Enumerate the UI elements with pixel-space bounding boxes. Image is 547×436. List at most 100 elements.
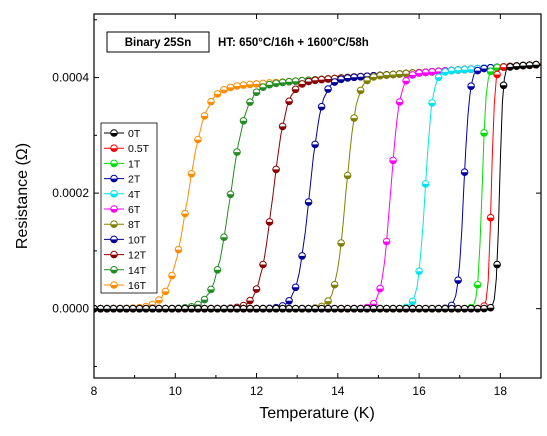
series-1t	[94, 60, 541, 313]
series-point-fill-0t	[441, 308, 449, 313]
legend-item-0t: 0T	[104, 128, 141, 140]
legend-label: 16T	[128, 280, 147, 292]
series-point-fill-12t	[246, 300, 254, 304]
annotation-heat-treatment: HT: 650°C/16h + 1600°C/58h	[218, 37, 369, 49]
series-point-fill-0t	[266, 308, 273, 312]
legend-item-12t: 12T	[104, 250, 147, 262]
series-line-0.5t	[94, 62, 541, 311]
series-2t	[94, 60, 541, 313]
series-point-fill-0t	[285, 308, 293, 313]
series-0t	[94, 60, 541, 313]
ticks-layer: 8 10 12 14 16 18 0.0000 0.0002 0.0004	[52, 14, 542, 398]
series-point-fill-8t	[357, 90, 364, 94]
series-point-fill-8t	[344, 175, 351, 179]
series-point-fill-0t	[103, 308, 111, 312]
series-point-fill-0t	[350, 308, 358, 313]
y-tick-label: 0.0002	[52, 186, 89, 200]
series-point-fill-0t	[292, 308, 299, 313]
series-point-fill-2t	[461, 172, 468, 176]
legend-item-2t: 2T	[104, 174, 141, 186]
series-4t	[94, 60, 541, 313]
series-point-fill-0t	[162, 308, 169, 313]
series-point-fill-0t	[324, 308, 332, 313]
series-point-fill-10t	[292, 287, 299, 291]
series-point-fill-8t	[324, 301, 332, 305]
series-point-fill-0t	[376, 308, 384, 313]
series-point-fill-0.5t	[493, 74, 501, 78]
series-point-fill-14t	[220, 237, 228, 241]
series-point-fill-0t	[188, 308, 195, 313]
series-point-fill-10t	[331, 82, 338, 86]
series-point-fill-12t	[324, 79, 332, 83]
series-point-fill-0t	[110, 308, 117, 313]
series-point-fill-6t	[415, 73, 423, 77]
series-point-fill-0t	[175, 308, 182, 313]
series-line-16t	[94, 62, 541, 311]
series-line-14t	[94, 62, 541, 311]
x-tick-label: 14	[331, 384, 345, 398]
series-point-fill-0t	[357, 308, 364, 313]
series-point-fill-2t	[467, 86, 475, 90]
series-14t	[94, 60, 541, 313]
series-point-fill-2t	[474, 70, 481, 74]
series-point-fill-8t	[363, 80, 371, 84]
series-point-fill-0t	[279, 308, 286, 313]
x-axis-title: Temperature (K)	[259, 405, 375, 422]
series-line-10t	[94, 62, 541, 311]
series-point-fill-4t	[461, 69, 468, 73]
series-point-fill-4t	[409, 301, 416, 305]
series-point-fill-16t	[207, 101, 215, 105]
annotation-box	[106, 31, 210, 53]
series-point-fill-0t	[526, 65, 533, 69]
annotation-sample: Binary 25Sn	[125, 37, 191, 49]
series-point-fill-0t	[272, 308, 280, 313]
series-point-fill-6t	[428, 71, 436, 76]
series-point-fill-12t	[305, 81, 312, 85]
annotation: Binary 25Sn HT: 650°C/16h + 1600°C/58h	[106, 31, 369, 53]
series-point-fill-6t	[409, 74, 416, 79]
series-point-fill-16t	[175, 249, 182, 253]
series-point-fill-10t	[318, 106, 325, 110]
series-point-fill-0t	[240, 308, 247, 313]
series-line-12t	[94, 63, 541, 311]
y-tick-label: 0.0004	[52, 71, 89, 85]
series-point-fill-2t	[454, 280, 462, 284]
series-point-fill-4t	[441, 71, 449, 76]
series-point-fill-16t	[214, 93, 221, 98]
series-point-fill-4t	[454, 70, 462, 74]
series-point-fill-0t	[214, 308, 221, 313]
series-point-fill-16t	[227, 87, 234, 91]
legend-item-14t: 14T	[104, 265, 147, 277]
series-point-fill-4t	[448, 70, 455, 74]
legend-item-16t: 16T	[104, 280, 147, 292]
series-point-fill-0t	[396, 308, 403, 313]
legend-label: 2T	[128, 174, 141, 186]
series-point-fill-0t	[129, 308, 137, 312]
series-point-fill-0t	[194, 308, 202, 313]
series-point-fill-0t	[532, 64, 540, 69]
series-point-fill-0t	[363, 308, 371, 313]
series-point-fill-0t	[94, 308, 98, 312]
y-axis-title: Resistance (Ω)	[14, 143, 31, 249]
series-point-fill-16t	[240, 85, 247, 89]
series-point-fill-0t	[207, 308, 215, 312]
series-point-fill-0t	[227, 308, 234, 313]
series-point-fill-4t	[467, 69, 475, 73]
series-point-fill-0t	[149, 308, 156, 313]
legend-item-1t: 1T	[104, 158, 141, 170]
series-point-fill-8t	[383, 75, 390, 79]
series-point-fill-14t	[266, 84, 273, 88]
series-line-2t	[94, 62, 541, 311]
series-12t	[94, 60, 541, 313]
legend-label: 6T	[128, 204, 141, 216]
legend-item-10t: 10T	[104, 234, 147, 246]
series-point-fill-0t	[305, 308, 312, 313]
series-point-fill-4t	[435, 77, 442, 81]
legend-label: 14T	[128, 265, 147, 277]
legend-label: 12T	[128, 250, 147, 262]
series-point-fill-16t	[220, 89, 228, 93]
series-point-fill-0t	[344, 308, 351, 313]
series-point-fill-0t	[428, 308, 436, 313]
series-point-fill-0t	[220, 308, 228, 313]
